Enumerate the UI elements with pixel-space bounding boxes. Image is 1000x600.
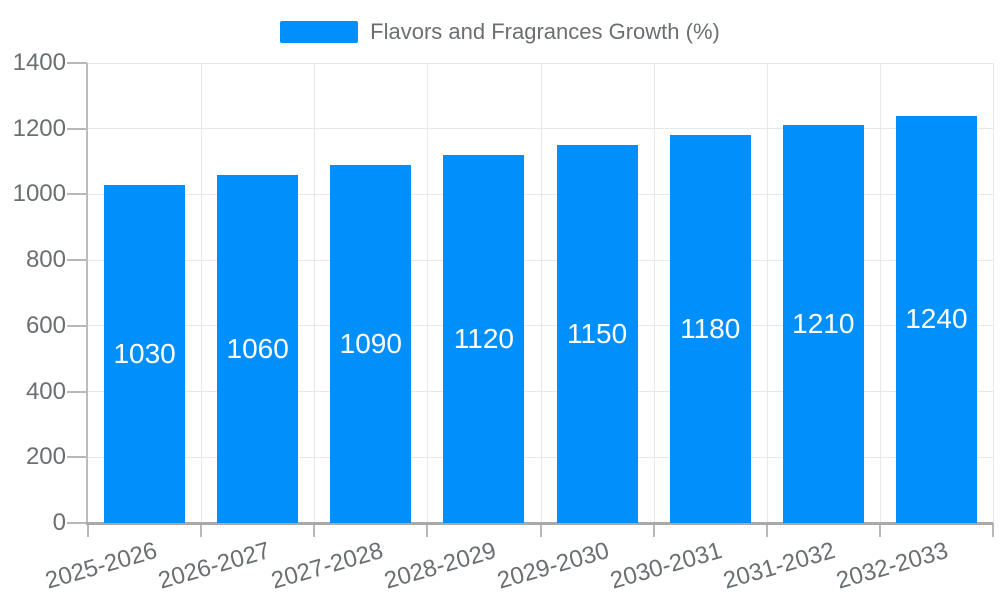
y-axis-tick-label: 1400 (12, 49, 66, 76)
x-axis-tick (426, 523, 429, 537)
bar-value-label: 1210 (792, 308, 855, 340)
x-axis-line (86, 522, 993, 525)
v-gridline (201, 63, 203, 523)
bar[interactable] (556, 145, 638, 523)
x-axis-tick (992, 523, 994, 537)
x-axis-tick (200, 523, 203, 537)
bar-value-label: 1150 (566, 318, 628, 350)
x-axis-tick (539, 523, 542, 537)
x-axis-tick (652, 523, 655, 537)
bar-value-label: 1180 (680, 313, 741, 345)
y-axis-tick-label: 600 (25, 311, 66, 339)
legend-marker-swatch (280, 21, 359, 43)
bar[interactable] (443, 155, 525, 523)
x-axis-tick (313, 523, 316, 537)
x-axis-tick (87, 523, 89, 537)
legend[interactable]: Flavors and Fragrances Growth (%) (0, 20, 1000, 44)
y-axis-tick-label: 200 (25, 443, 66, 471)
y-axis-tick-label: 1000 (12, 180, 66, 208)
bar[interactable] (104, 184, 186, 523)
y-axis-tick (67, 193, 87, 196)
bar[interactable] (330, 164, 412, 523)
v-gridline (993, 63, 994, 523)
y-axis-tick-label: 400 (25, 377, 66, 405)
y-axis-tick (67, 127, 87, 130)
v-gridline (879, 63, 881, 523)
y-axis-tick-label: 0 (52, 509, 66, 536)
y-axis-tick (67, 324, 87, 327)
y-axis-tick-label: 800 (25, 246, 66, 274)
v-gridline (653, 63, 655, 523)
bar[interactable] (895, 115, 977, 523)
y-axis-tick-label: 1200 (12, 114, 66, 142)
bar-value-label: 1060 (226, 332, 289, 364)
bar[interactable] (669, 135, 751, 523)
v-gridline (314, 63, 316, 523)
v-gridline (766, 63, 768, 523)
y-axis-line (86, 63, 88, 523)
bar[interactable] (217, 174, 299, 523)
x-axis-tick (765, 523, 768, 537)
bar-value-label: 1030 (113, 337, 176, 369)
bar-value-label: 1090 (339, 327, 402, 359)
y-axis-tick (67, 390, 87, 393)
y-axis-tick (67, 456, 87, 459)
legend-label: Flavors and Fragrances Growth (%) (370, 19, 720, 44)
v-gridline (427, 63, 429, 523)
y-axis-tick (67, 259, 87, 262)
v-gridline (540, 63, 542, 523)
bar-value-label: 1240 (905, 303, 968, 335)
bar-value-label: 1120 (453, 323, 514, 354)
y-axis-tick (67, 62, 87, 64)
y-axis-tick (67, 522, 87, 524)
bar[interactable] (782, 125, 864, 523)
x-axis-tick (878, 523, 881, 537)
